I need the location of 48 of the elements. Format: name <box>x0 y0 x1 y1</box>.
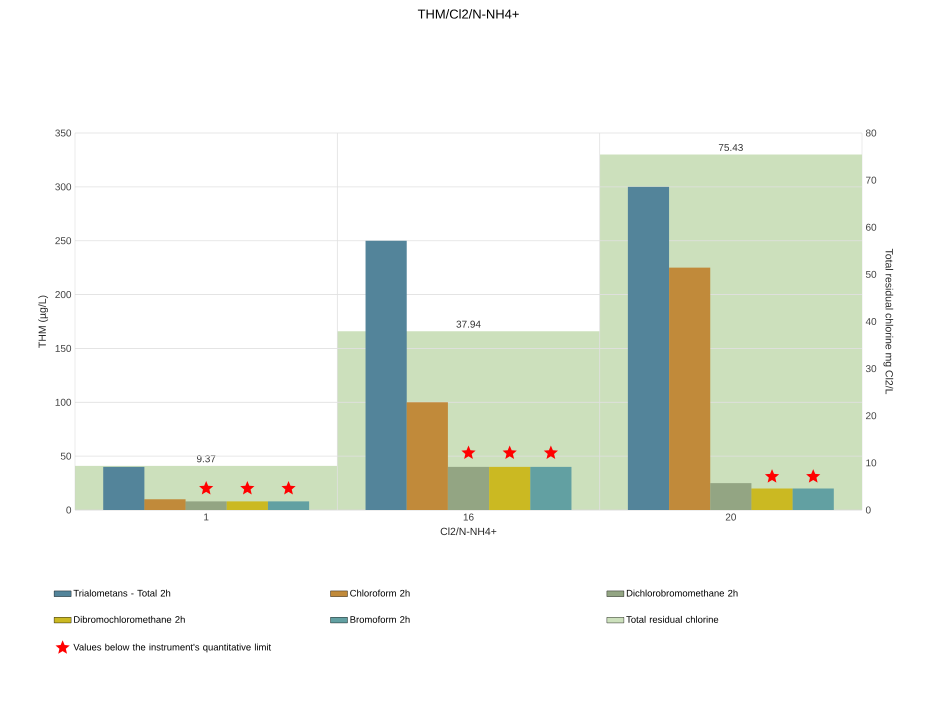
legend-label: Total residual chlorine <box>626 616 718 623</box>
chart-title: THM/Cl2/N-NH4+ <box>418 9 519 19</box>
y2-tick-label: 80 <box>866 129 876 137</box>
bar <box>226 501 268 510</box>
y2-axis-title: Total residual chlorine mg Cl2/L <box>883 248 894 394</box>
bar <box>628 186 670 510</box>
legend-label: Dibromochloromethane 2h <box>74 616 185 623</box>
y2-tick-label: 0 <box>866 506 871 514</box>
bar <box>710 483 752 510</box>
y2-tick-label: 10 <box>866 459 876 466</box>
bar <box>186 501 227 510</box>
y2-tick-label: 50 <box>866 270 876 278</box>
y-tick-label: 350 <box>55 129 72 137</box>
data-label: 37.94 <box>456 320 481 328</box>
y2-tick-label: 60 <box>866 224 876 231</box>
y-tick-label: 150 <box>56 344 72 352</box>
legend-label: Trialometans - Total 2h <box>74 590 170 597</box>
bar <box>448 466 490 510</box>
bar <box>751 488 793 510</box>
y2-tick-label: 20 <box>866 412 876 420</box>
y2-tick-label: 40 <box>866 318 876 326</box>
legend-label: Dichlorobromomethane 2h <box>626 590 738 597</box>
bar <box>366 240 407 510</box>
x-tick-label: 1 <box>204 514 208 520</box>
bar <box>268 501 310 510</box>
y-axis-title: THM (µg/L) <box>38 296 48 348</box>
y-tick-label: 300 <box>55 183 72 190</box>
y-tick-label: 100 <box>56 398 72 406</box>
y-tick-label: 50 <box>60 452 72 460</box>
bar <box>144 499 186 510</box>
bar <box>103 466 144 510</box>
legend-label: Chloroform 2h <box>350 590 410 597</box>
bar <box>530 466 572 510</box>
y-tick-label: 250 <box>55 237 72 244</box>
legend-label: Bromoform 2h <box>350 616 410 623</box>
y-tick-label: 200 <box>55 291 72 298</box>
data-label: 75.43 <box>718 144 743 152</box>
y2-tick-label: 70 <box>866 176 876 184</box>
bar <box>669 268 710 510</box>
bar <box>489 466 530 510</box>
x-tick-label: 16 <box>464 514 474 521</box>
y2-tick-label: 30 <box>866 365 876 372</box>
y-tick-label: 0 <box>66 506 72 514</box>
bar <box>406 402 448 510</box>
x-tick-label: 20 <box>726 514 736 521</box>
legend-label: Values below the instrument's quantitative limit <box>73 644 272 652</box>
bar <box>792 488 834 510</box>
x-axis-title: Cl2/N-NH4+ <box>440 527 496 536</box>
